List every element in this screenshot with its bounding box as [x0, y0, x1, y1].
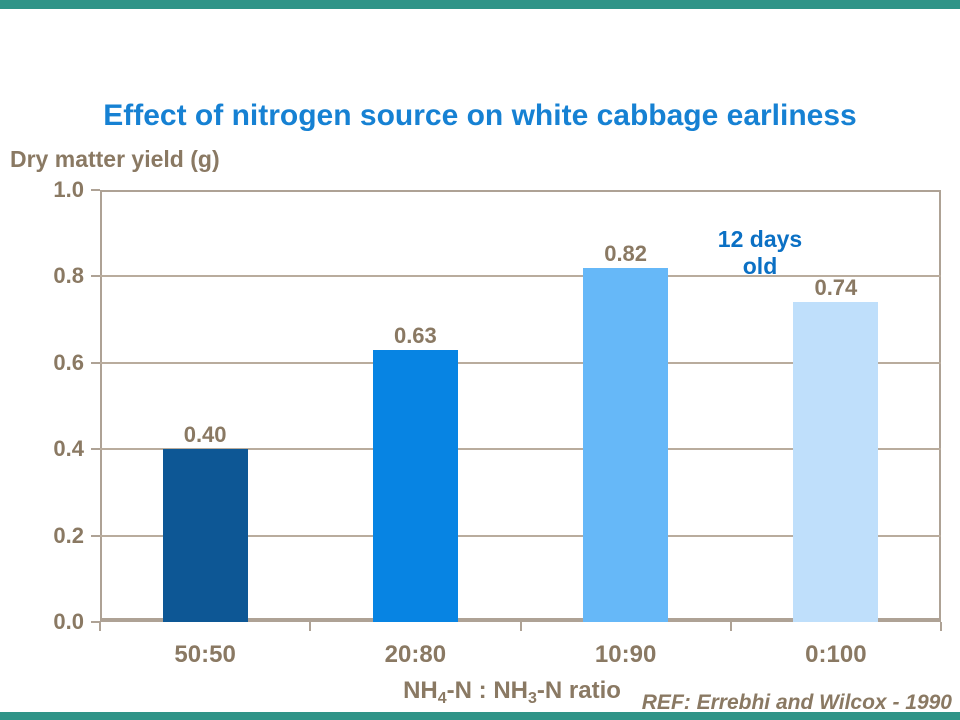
bar-value-label: 0.40 [183, 422, 227, 448]
y-tick-label: 0.4 [53, 436, 84, 462]
x-axis-title-part: NH [403, 677, 438, 704]
x-axis-title-part: -N : NH [446, 677, 528, 704]
bar-value-label: 0.63 [393, 322, 437, 348]
gridline [100, 534, 941, 537]
bar-10:90 [583, 267, 669, 622]
y-tick-label: 0.0 [53, 609, 84, 634]
top-accent-strip [0, 0, 960, 9]
bar-value-label: 0.74 [814, 275, 858, 301]
plot-area [100, 190, 941, 622]
x-axis-title-subscript: 4 [437, 690, 447, 707]
y-axis-tick [91, 621, 100, 623]
y-tick-label: 0.6 [53, 349, 84, 375]
bar-20:80 [372, 349, 458, 622]
y-axis-tick [91, 189, 100, 191]
y-axis-tick [91, 534, 100, 537]
x-axis-tick [729, 622, 732, 631]
bar-value-label: 0.82 [604, 240, 648, 266]
x-axis-tick [940, 622, 942, 631]
gridline [100, 275, 941, 278]
x-axis-title: NH4-N : NH3-N ratio [0, 677, 960, 708]
y-tick-label: 0.8 [53, 263, 84, 289]
x-axis-title-subscript: 3 [528, 690, 537, 707]
y-tick-label: 1.0 [53, 177, 84, 202]
x-axis-tick [99, 622, 101, 631]
x-category-label: 0:100 [805, 641, 867, 668]
bar-0:100 [793, 302, 879, 622]
x-category-label: 10:90 [594, 641, 657, 668]
x-axis-tick [519, 622, 522, 631]
plot-border [100, 190, 941, 622]
gridline [100, 448, 941, 451]
x-axis-title-part: -N ratio [536, 677, 621, 704]
y-axis-tick [91, 275, 100, 278]
y-axis-title: Dry matter yield (g) [10, 146, 220, 172]
chart-title: Effect of nitrogen source on white cabba… [103, 99, 857, 132]
y-axis-tick [91, 448, 100, 451]
y-axis-tick [91, 361, 100, 364]
annotation-days-old: 12 days old [717, 226, 803, 279]
x-axis-tick [309, 622, 312, 631]
y-tick-label: 0.2 [53, 522, 84, 548]
bar-50:50 [162, 449, 248, 622]
x-category-label: 20:80 [384, 641, 447, 668]
reference-citation: REF: Errebhi and Wilcox - 1990 [641, 691, 952, 714]
gridline [100, 361, 941, 364]
x-category-label: 50:50 [174, 641, 236, 668]
bottom-accent-strip [0, 712, 960, 720]
